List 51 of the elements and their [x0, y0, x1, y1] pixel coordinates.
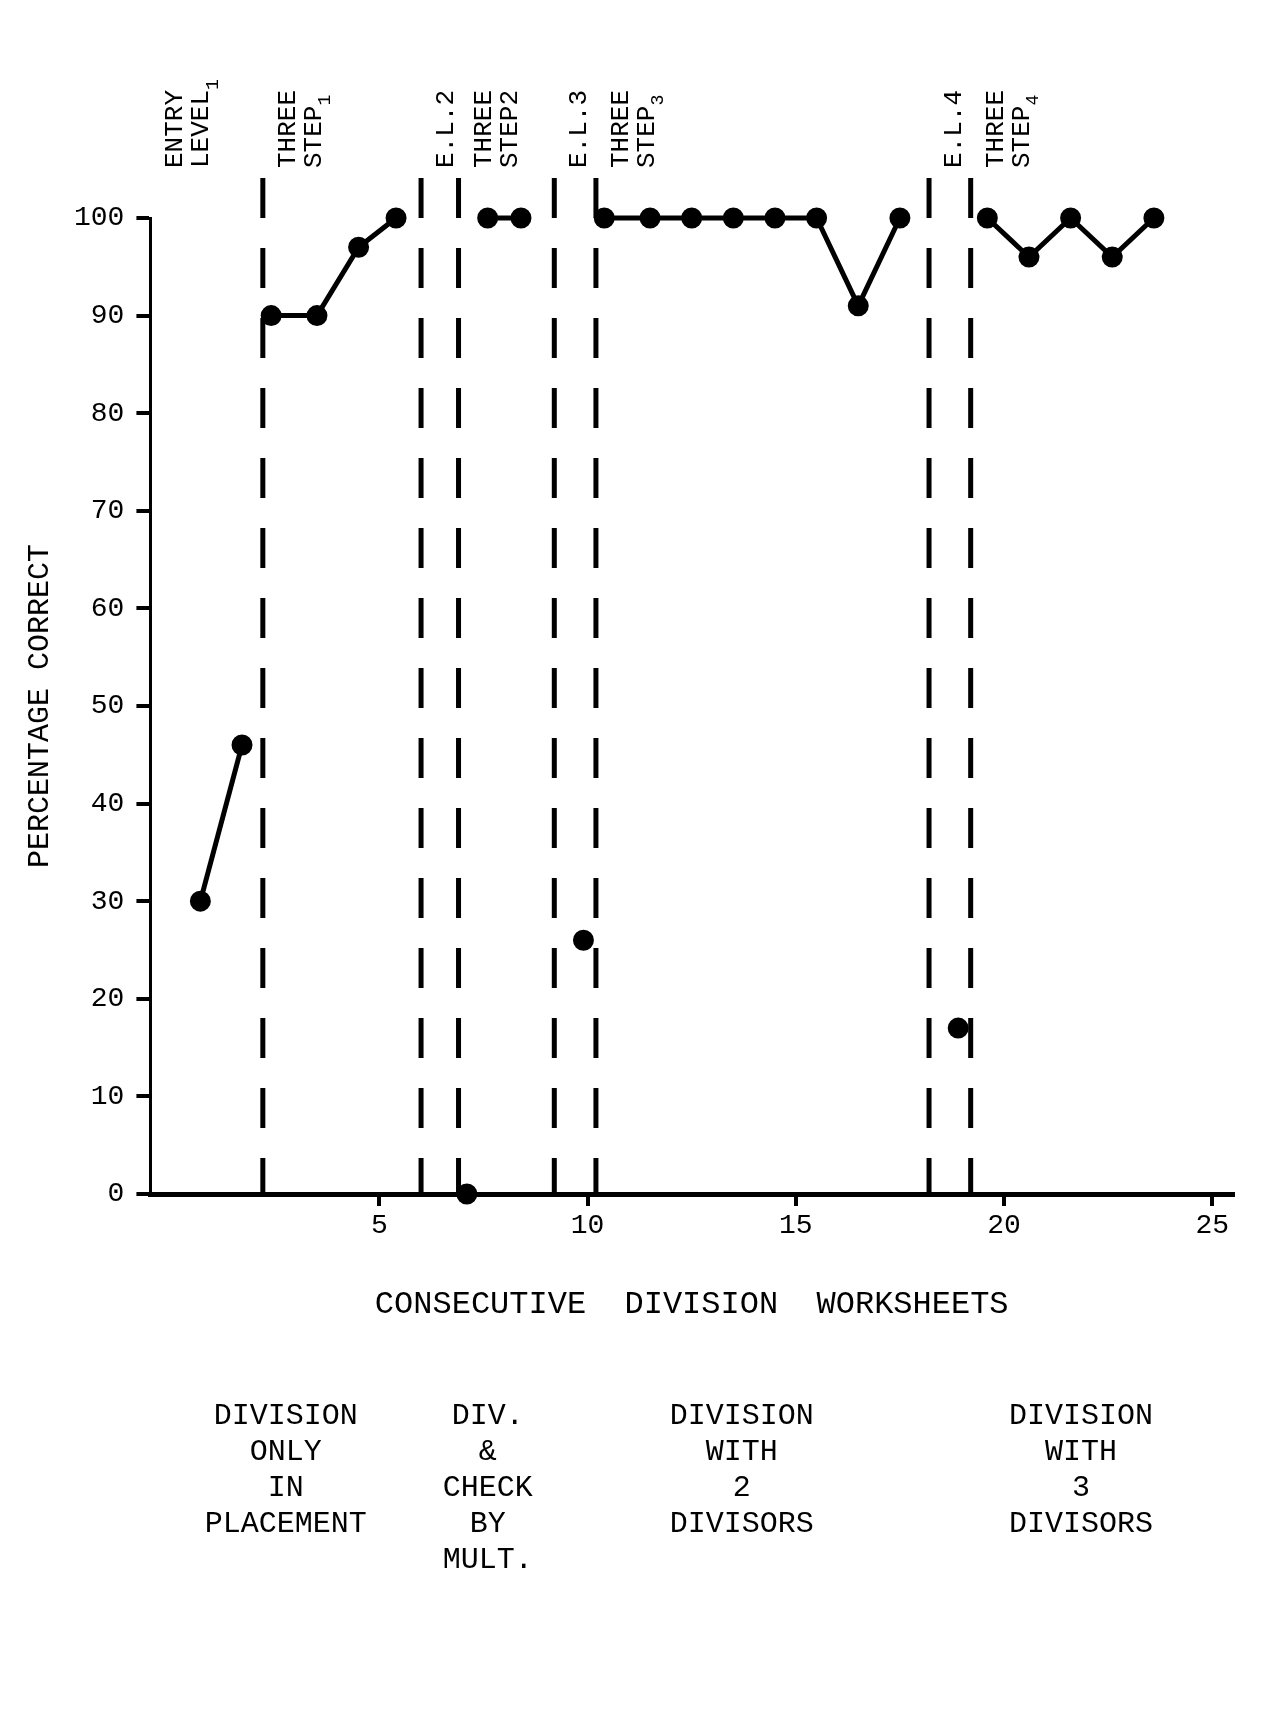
text: E.L.3	[564, 89, 595, 168]
point	[231, 734, 253, 756]
point	[722, 207, 744, 229]
point	[681, 207, 703, 229]
point	[477, 207, 499, 229]
point	[764, 207, 786, 229]
text: THREE STEP2	[468, 89, 525, 168]
y-tick-label: 80	[90, 397, 125, 429]
y-tick-label: 70	[90, 495, 125, 527]
x-tick-label: 25	[1195, 1210, 1229, 1242]
point	[456, 1183, 478, 1205]
x-tick-label: 5	[371, 1210, 388, 1242]
point	[189, 890, 211, 912]
text: ENTRY LEVEL1	[160, 78, 223, 168]
point	[306, 305, 328, 327]
point	[385, 207, 407, 229]
point	[806, 207, 828, 229]
point	[1143, 207, 1165, 229]
y-tick-label: 0	[107, 1178, 125, 1210]
point	[572, 929, 594, 951]
text: DIV. & CHECK BY MULT.	[442, 1399, 533, 1577]
x-tick-label: 10	[570, 1210, 605, 1242]
text: DIVISION WITH 2 DIVISORS	[669, 1399, 814, 1541]
text: E.L.2	[431, 89, 462, 168]
point	[1018, 246, 1040, 268]
y-tick-label: 20	[90, 983, 125, 1015]
text: E.L.4	[939, 89, 970, 168]
point	[1060, 207, 1082, 229]
point	[976, 207, 998, 229]
point	[593, 207, 615, 229]
point	[639, 207, 661, 229]
y-tick-label: 90	[90, 300, 125, 332]
x-tick-label: 15	[778, 1210, 813, 1242]
y-tick-label: 40	[90, 788, 125, 820]
text: DIVISION ONLY IN PLACEMENT	[204, 1399, 367, 1541]
point	[348, 236, 370, 258]
x-axis-title: CONSECUTIVE DIVISION WORKSHEETS	[374, 1286, 1009, 1324]
point	[947, 1017, 969, 1039]
y-tick-label: 100	[73, 202, 125, 234]
point	[260, 305, 282, 327]
point	[1101, 246, 1123, 268]
y-tick-label: 50	[90, 690, 125, 722]
point	[847, 295, 869, 317]
y-tick-label: 30	[90, 885, 125, 917]
y-tick-label: 60	[90, 592, 125, 624]
x-tick-label: 20	[987, 1210, 1021, 1242]
y-axis-title: PERCENTAGE CORRECT	[22, 543, 57, 869]
point	[889, 207, 911, 229]
text: DIVISION WITH 3 DIVISORS	[1009, 1399, 1154, 1541]
y-tick-label: 10	[90, 1080, 125, 1112]
point	[510, 207, 532, 229]
